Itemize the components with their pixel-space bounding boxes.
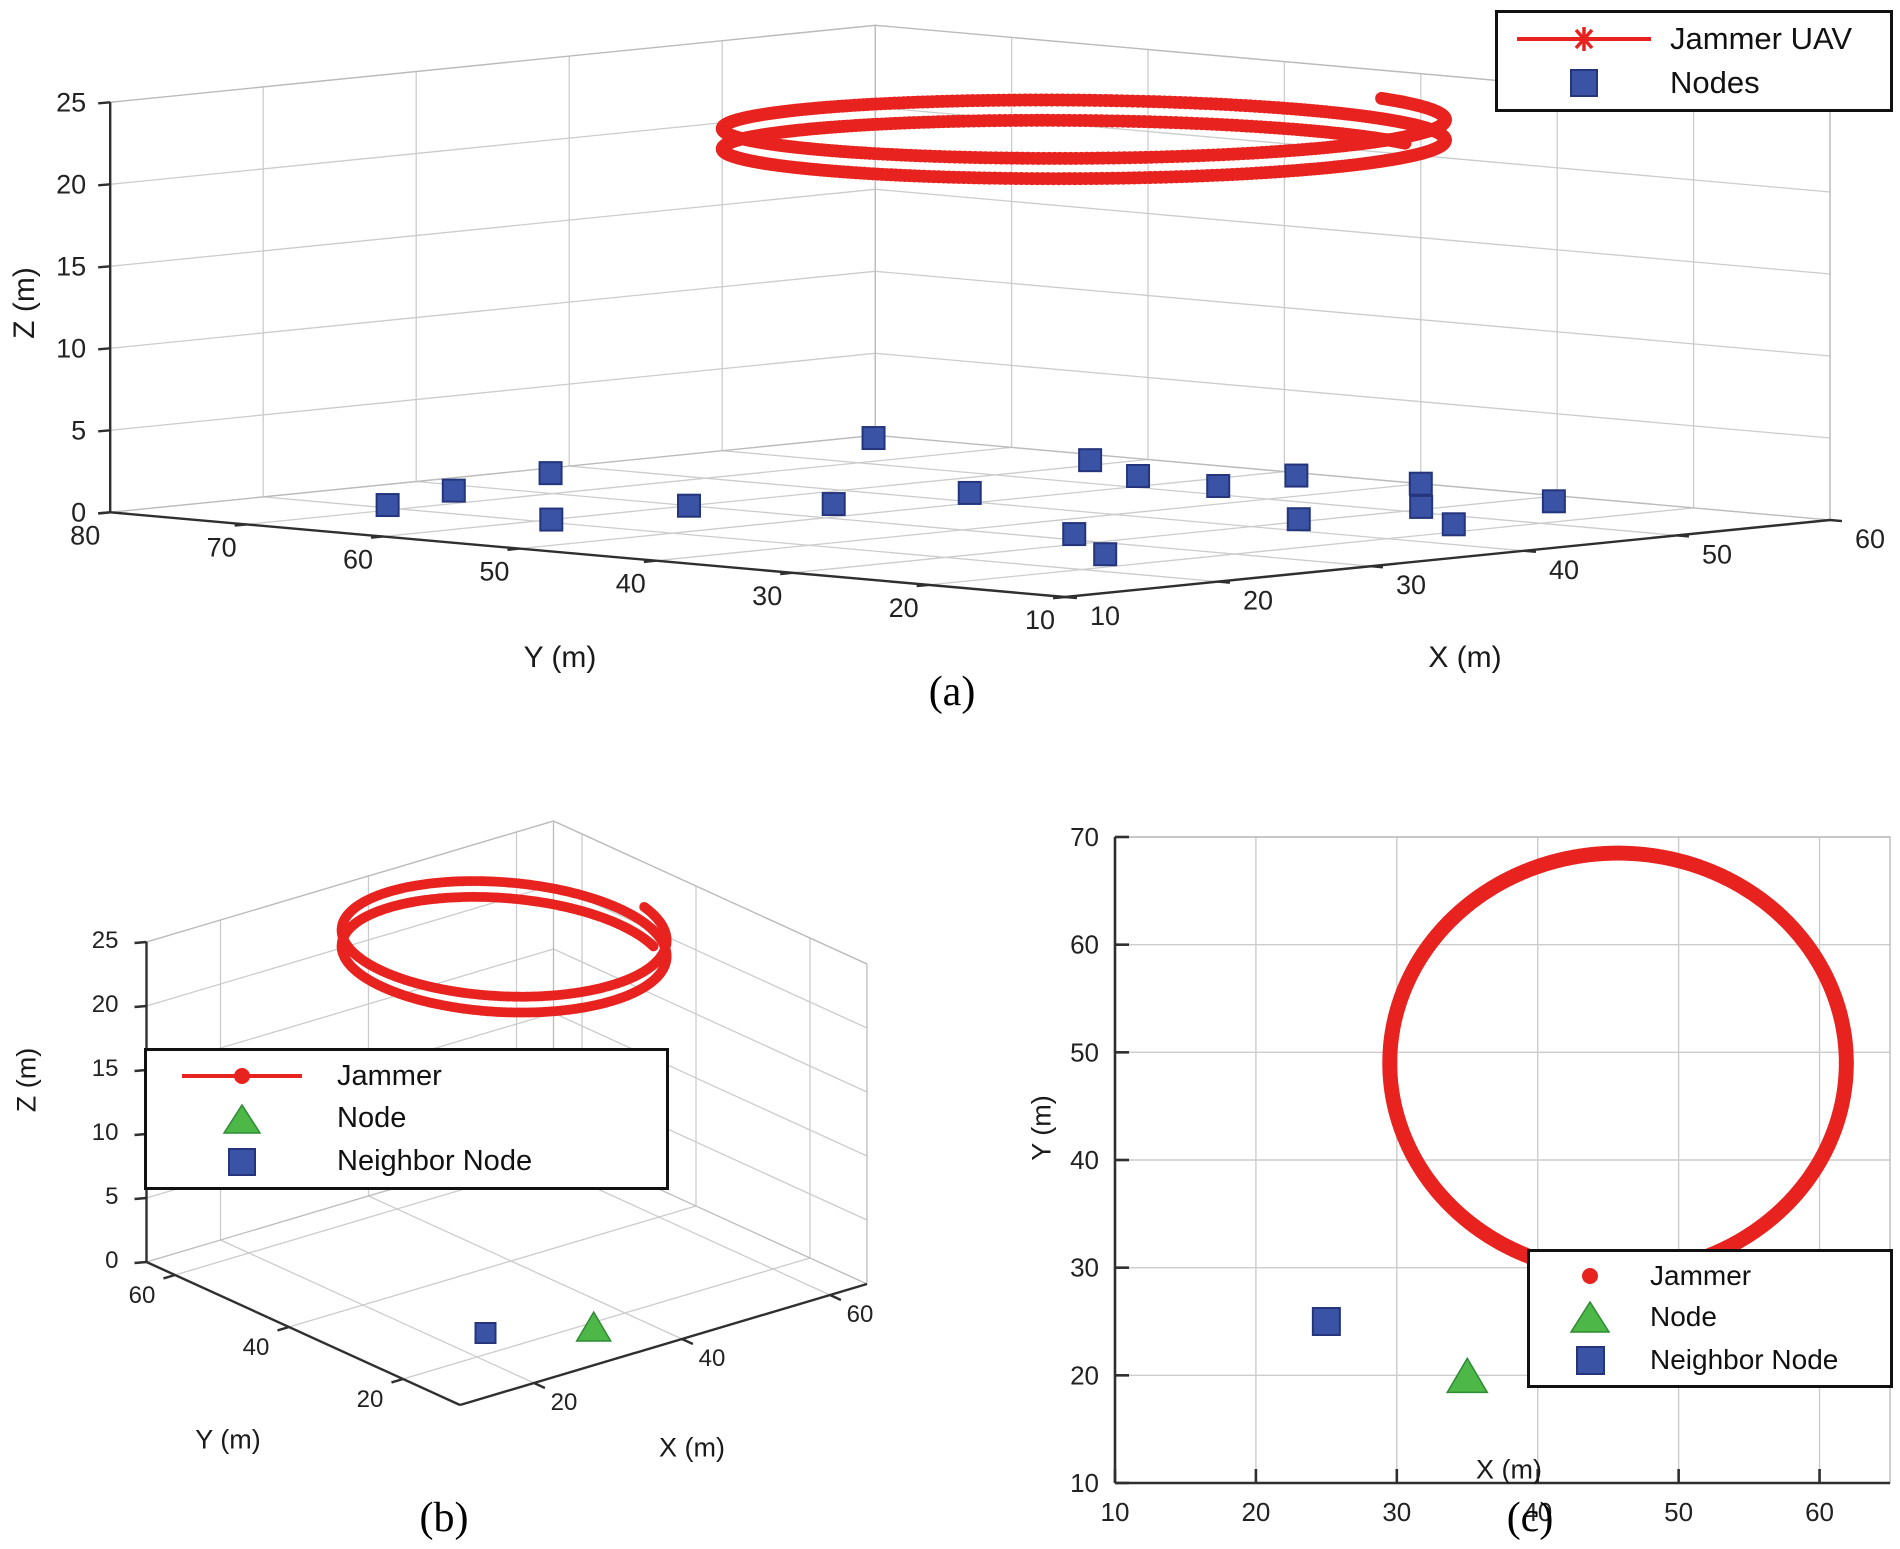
neighbors-markers-b	[474, 1322, 497, 1344]
jammer-uav-line-asterisk-icon	[1498, 21, 1670, 57]
legend-a: Jammer UAV Nodes	[1495, 10, 1893, 112]
neighbor-node-marker	[1311, 1307, 1341, 1336]
svg-text:50: 50	[1664, 1497, 1693, 1527]
legend-item-jammer: Jammer	[147, 1060, 666, 1093]
svg-text:60: 60	[1070, 930, 1099, 960]
svg-text:0: 0	[71, 497, 86, 527]
svg-text:15: 15	[92, 1055, 119, 1082]
legend-label: Node	[1650, 1301, 1717, 1333]
svg-text:20: 20	[1241, 1497, 1270, 1527]
b-z-axis-label: Z (m)	[11, 1047, 42, 1113]
caption-c: (c)	[1506, 1495, 1554, 1541]
svg-text:60: 60	[129, 1282, 156, 1309]
svg-text:40: 40	[616, 569, 646, 599]
svg-text:50: 50	[1070, 1037, 1099, 1067]
jammer-trajectory-c	[1382, 845, 1854, 1281]
svg-text:40: 40	[243, 1334, 270, 1361]
c-x-axis-label: X (m)	[1476, 1454, 1542, 1485]
legend-label: Jammer	[1650, 1259, 1752, 1291]
caption-a: (a)	[928, 669, 976, 715]
legend-b: Jammer Node Neighbor Node	[144, 1048, 669, 1190]
svg-text:60: 60	[847, 1301, 874, 1328]
svg-text:70: 70	[207, 532, 237, 562]
svg-text:0: 0	[105, 1247, 118, 1274]
legend-label: Node	[337, 1102, 407, 1135]
svg-text:30: 30	[752, 581, 782, 611]
svg-text:10: 10	[1070, 1468, 1099, 1498]
svg-text:25: 25	[92, 927, 119, 954]
svg-text:20: 20	[1070, 1360, 1099, 1390]
caption-b: (b)	[419, 1495, 469, 1541]
svg-text:20: 20	[1243, 586, 1273, 616]
a-z-axis-label: Z (m)	[8, 267, 41, 339]
b-x-axis-label: X (m)	[659, 1432, 725, 1463]
svg-text:30: 30	[1382, 1497, 1411, 1527]
legend-item-node: Node	[147, 1102, 666, 1136]
neighbor-node-square-icon	[1530, 1343, 1650, 1377]
a-x-axis-label: X (m)	[1428, 641, 1502, 674]
svg-text:20: 20	[357, 1386, 384, 1413]
svg-text:15: 15	[56, 251, 86, 281]
legend-item-neighbor-node: Neighbor Node	[147, 1145, 666, 1178]
svg-text:10: 10	[1101, 1497, 1130, 1527]
legend-label: Neighbor Node	[1650, 1344, 1839, 1376]
svg-text:10: 10	[1090, 601, 1120, 631]
nodes-square-icon	[1498, 68, 1670, 98]
svg-text:10: 10	[1025, 605, 1055, 635]
legend-item-node: Node	[1530, 1299, 1890, 1335]
svg-text:25: 25	[56, 87, 86, 117]
svg-text:30: 30	[1396, 570, 1426, 600]
svg-text:30: 30	[1070, 1253, 1099, 1283]
svg-text:80: 80	[70, 520, 100, 550]
plot-b: 20 40 60 20 40 60 0 5 10 15 20 25	[92, 820, 874, 1416]
svg-text:40: 40	[1523, 1497, 1552, 1527]
svg-text:20: 20	[889, 593, 919, 623]
svg-text:60: 60	[1855, 524, 1885, 554]
jammer-dot-icon	[1530, 1264, 1650, 1288]
jammer-trajectory-a	[715, 91, 1452, 186]
svg-text:50: 50	[1702, 539, 1732, 569]
svg-text:10: 10	[92, 1119, 119, 1146]
jammer-line-dot-icon	[147, 1061, 337, 1091]
svg-text:50: 50	[479, 557, 509, 587]
svg-text:60: 60	[343, 545, 373, 575]
legend-label: Jammer UAV	[1670, 21, 1853, 56]
node-triangle-icon	[147, 1102, 337, 1136]
legend-item-jammer: Jammer	[1530, 1260, 1890, 1292]
svg-text:5: 5	[71, 415, 86, 445]
svg-text:5: 5	[105, 1183, 118, 1210]
node-marker	[1445, 1356, 1489, 1394]
node-triangle-icon	[1530, 1299, 1650, 1335]
legend-label: Jammer	[337, 1059, 442, 1092]
svg-text:20: 20	[551, 1389, 578, 1416]
svg-text:70: 70	[1070, 822, 1099, 852]
legend-c: Jammer Node Neighbor Node	[1527, 1249, 1893, 1388]
svg-text:40: 40	[1549, 555, 1579, 585]
nodes-markers-a	[375, 426, 1566, 567]
a-y-axis-label: Y (m)	[523, 641, 597, 674]
svg-text:20: 20	[56, 169, 86, 199]
b-y-axis-label: Y (m)	[195, 1424, 261, 1455]
svg-text:40: 40	[699, 1345, 726, 1372]
svg-text:10: 10	[56, 333, 86, 363]
c-y-axis-label: Y (m)	[1026, 1095, 1057, 1161]
legend-item-neighbor-node: Neighbor Node	[1530, 1343, 1890, 1377]
svg-text:60: 60	[1805, 1497, 1834, 1527]
legend-label: Nodes	[1670, 65, 1760, 100]
neighbor-node-square-icon	[147, 1146, 337, 1178]
legend-item-jammer-uav: Jammer UAV	[1498, 21, 1890, 57]
plot-a: 10 20 30 40 50 60 10 20 30 40 50 60 70 800 5 10 15 20 25	[56, 24, 1885, 635]
legend-label: Neighbor Node	[337, 1145, 533, 1178]
plot-c: 10 20 30 40 50 60 10 20 30 40 50 60 70	[1070, 822, 1891, 1527]
node-markers-b	[575, 1310, 613, 1342]
jammer-trajectory-b	[336, 876, 672, 1018]
svg-text:40: 40	[1070, 1145, 1099, 1175]
svg-text:20: 20	[92, 991, 119, 1018]
legend-item-nodes: Nodes	[1498, 65, 1890, 101]
